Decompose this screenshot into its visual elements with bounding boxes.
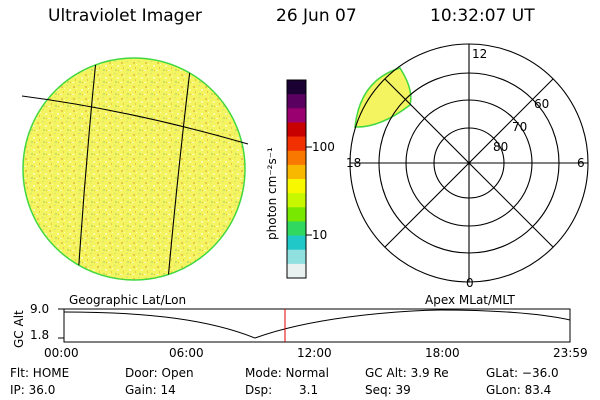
colorbar-band	[287, 108, 306, 123]
mlat-label-60: 60	[534, 97, 550, 111]
xtick-1200: 12:00	[297, 346, 332, 360]
instrument-title: Ultraviolet Imager	[48, 6, 202, 26]
longitude-line	[77, 59, 97, 279]
mlt-label-12: 12	[472, 47, 488, 61]
glon-status: GLon: 83.4	[486, 383, 552, 397]
date-label: 26 Jun 07	[276, 6, 357, 26]
xtick-1800: 18:00	[425, 346, 460, 360]
time-label: 10:32:07 UT	[430, 6, 535, 26]
flight-status: Flt: HOME	[10, 366, 70, 380]
altitude-plot	[58, 308, 571, 343]
apex-caption: Apex MLat/MLT	[425, 293, 515, 307]
colorbar-unit-label: photon cm⁻²s⁻¹	[265, 147, 279, 240]
mlt-label-18: 18	[346, 156, 362, 170]
ip-status: IP: 36.0	[10, 383, 56, 397]
colorbar-band	[287, 80, 306, 95]
polar-map	[349, 43, 589, 283]
mlt-label-0: 0	[466, 276, 474, 290]
seq-status: Seq: 39	[365, 383, 411, 397]
altitude-ytick-top: 9.0	[30, 302, 50, 316]
colorbar-band	[287, 136, 306, 152]
geographic-image	[21, 57, 249, 281]
mode-status: Mode: Normal	[245, 366, 329, 380]
colorbar-frame	[286, 79, 307, 279]
altitude-frame	[63, 308, 571, 343]
mlat-label-70: 70	[512, 120, 528, 134]
longitude-line	[167, 69, 191, 280]
colorbar-band	[287, 207, 306, 222]
colorbar	[287, 80, 306, 279]
colorbar-band	[287, 221, 306, 237]
altitude-curve	[63, 309, 571, 339]
xtick-0600: 06:00	[169, 346, 204, 360]
colorbar-band	[287, 263, 306, 279]
colorbar-band	[287, 164, 306, 180]
xtick-0000: 00:00	[44, 346, 79, 360]
colorbar-band	[287, 150, 306, 166]
colorbar-tick-100: 100	[312, 140, 335, 154]
mlat-label-80: 80	[493, 140, 509, 154]
glat-status: GLat: −36.0	[486, 366, 559, 380]
gc-alt-status: GC Alt: 3.9 Re	[365, 366, 449, 380]
dsp-value: 3.1	[299, 383, 319, 397]
colorbar-band	[287, 235, 306, 251]
colorbar-band	[287, 94, 306, 109]
colorbar-tick-10: 10	[312, 228, 328, 242]
colorbar-band	[287, 193, 306, 208]
geographic-caption: Geographic Lat/Lon	[69, 293, 187, 307]
altitude-ytick-bottom: 1.8	[30, 328, 50, 342]
mlt-label-6: 6	[577, 156, 585, 170]
uv-image-overlay	[354, 67, 412, 128]
xtick-2359: 23:59	[553, 346, 588, 360]
door-status: Door: Open	[125, 366, 194, 380]
dsp-label: Dsp:	[245, 383, 273, 397]
colorbar-band	[287, 179, 306, 194]
uv-image-disk	[22, 57, 246, 281]
mlt-line-diag	[384, 78, 554, 248]
gain-status: Gain: 14	[125, 383, 176, 397]
altitude-ylabel: GC Alt	[12, 310, 26, 348]
colorbar-band	[287, 249, 306, 265]
latitude-line	[21, 95, 249, 145]
colorbar-band	[287, 122, 306, 138]
